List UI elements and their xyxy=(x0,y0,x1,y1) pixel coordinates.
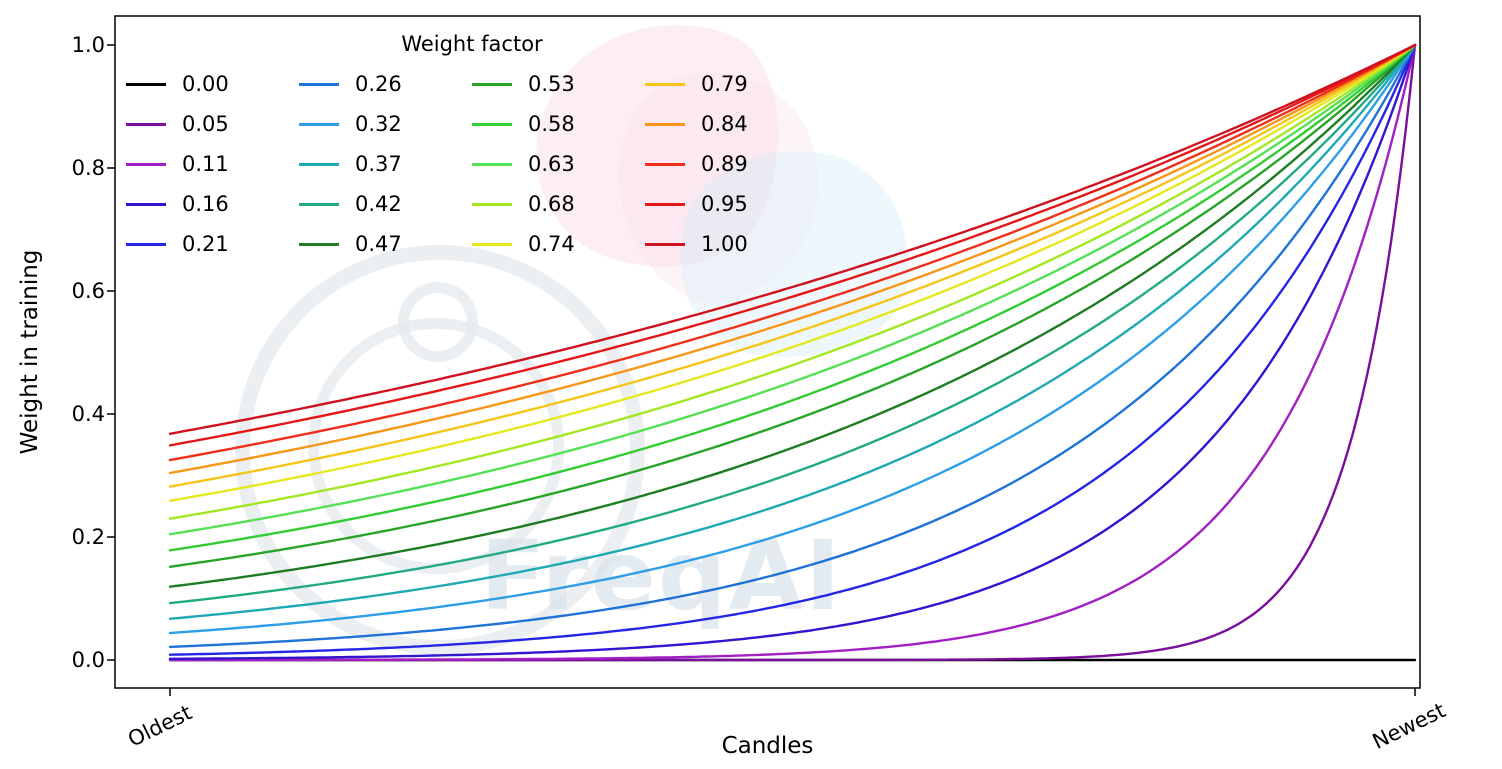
legend-label: 0.89 xyxy=(701,152,748,176)
legend-entry: 0.05 xyxy=(126,112,299,136)
legend-swatch xyxy=(645,202,685,206)
legend-label: 0.84 xyxy=(701,112,748,136)
y-tick-label: 0.2 xyxy=(71,525,105,549)
legend-swatch xyxy=(645,242,685,246)
legend-entry: 0.16 xyxy=(126,192,299,216)
curve-0.63 xyxy=(168,43,1417,536)
curve-0.74 xyxy=(168,43,1417,502)
legend-swatch xyxy=(472,162,512,166)
legend-label: 1.00 xyxy=(701,232,748,256)
legend-label: 0.58 xyxy=(528,112,575,136)
legend-entry: 0.74 xyxy=(472,232,645,256)
legend-entry: 0.58 xyxy=(472,112,645,136)
y-tick-label: 0.4 xyxy=(71,402,105,426)
legend-title: Weight factor xyxy=(401,32,543,56)
legend-entry: 0.37 xyxy=(299,152,472,176)
legend-swatch xyxy=(126,162,166,166)
legend-entry: 0.00 xyxy=(126,72,299,96)
legend-label: 0.53 xyxy=(528,72,575,96)
y-tick-label: 0.6 xyxy=(71,279,105,303)
legend-entry: 0.63 xyxy=(472,152,645,176)
legend-label: 0.21 xyxy=(182,232,229,256)
curve-0.47 xyxy=(168,43,1417,588)
legend-grid: 0.00 0.05 0.11 0.16 0.21 0.26 0.32 0.37 0.42 0.47… xyxy=(126,64,818,264)
curve-0.37 xyxy=(168,43,1417,620)
legend-entry: 0.68 xyxy=(472,192,645,216)
legend-swatch xyxy=(126,122,166,126)
legend-swatch xyxy=(645,122,685,126)
legend-label: 0.16 xyxy=(182,192,229,216)
y-tick-labels: 0.0 0.2 0.4 0.6 0.8 1.0 xyxy=(0,0,107,769)
legend-swatch xyxy=(126,242,166,246)
legend-label: 0.79 xyxy=(701,72,748,96)
legend-entry: 0.47 xyxy=(299,232,472,256)
axes-frame xyxy=(114,15,1421,689)
legend-swatch xyxy=(472,202,512,206)
legend-swatch xyxy=(472,122,512,126)
legend-entry: 0.79 xyxy=(645,72,818,96)
curve-0.11 xyxy=(168,43,1417,662)
curve-0.32 xyxy=(168,43,1417,635)
legend-entry: 0.32 xyxy=(299,112,472,136)
legend-swatch xyxy=(472,242,512,246)
legend-label: 0.05 xyxy=(182,112,229,136)
curve-0.16 xyxy=(168,43,1417,660)
legend: Weight factor 0.00 0.05 0.11 0.16 0.21 0.26 0.… xyxy=(126,32,818,264)
curve-1.00 xyxy=(168,43,1417,435)
y-tick-label: 0.0 xyxy=(71,648,105,672)
legend-label: 0.95 xyxy=(701,192,748,216)
curve-0.79 xyxy=(168,43,1417,488)
legend-swatch xyxy=(126,202,166,206)
legend-entry: 0.42 xyxy=(299,192,472,216)
curve-0.26 xyxy=(168,43,1417,649)
x-axis-label: Candles xyxy=(721,733,814,759)
legend-label: 0.68 xyxy=(528,192,575,216)
legend-entry: 0.95 xyxy=(645,192,818,216)
legend-swatch xyxy=(299,122,339,126)
legend-swatch xyxy=(299,162,339,166)
curve-0.53 xyxy=(168,43,1417,568)
legend-entry: 0.53 xyxy=(472,72,645,96)
legend-entry: 0.84 xyxy=(645,112,818,136)
curve-0.42 xyxy=(168,43,1417,605)
legend-entry: 0.89 xyxy=(645,152,818,176)
legend-label: 0.32 xyxy=(355,112,402,136)
legend-label: 0.11 xyxy=(182,152,229,176)
legend-swatch xyxy=(299,242,339,246)
curve-0.89 xyxy=(168,43,1417,462)
watermark-text: FreqAI xyxy=(480,520,843,632)
legend-swatch xyxy=(299,82,339,86)
legend-entry: 0.21 xyxy=(126,232,299,256)
legend-swatch xyxy=(126,82,166,86)
y-tick-label: 1.0 xyxy=(71,33,105,57)
legend-entry: 0.26 xyxy=(299,72,472,96)
legend-swatch xyxy=(645,162,685,166)
legend-swatch xyxy=(645,82,685,86)
curve-0.58 xyxy=(168,43,1417,552)
legend-label: 0.00 xyxy=(182,72,229,96)
legend-label: 0.74 xyxy=(528,232,575,256)
curve-0.68 xyxy=(168,43,1417,520)
legend-entry: 1.00 xyxy=(645,232,818,256)
y-axis-label: Weight in training xyxy=(17,249,43,455)
legend-label: 0.26 xyxy=(355,72,402,96)
y-tick-label: 0.8 xyxy=(71,156,105,180)
legend-entry: 0.11 xyxy=(126,152,299,176)
legend-label: 0.63 xyxy=(528,152,575,176)
legend-label: 0.47 xyxy=(355,232,402,256)
legend-label: 0.37 xyxy=(355,152,402,176)
legend-swatch xyxy=(299,202,339,206)
curve-0.95 xyxy=(168,43,1417,447)
curve-0.21 xyxy=(168,43,1417,656)
curve-0.84 xyxy=(168,43,1417,475)
legend-label: 0.42 xyxy=(355,192,402,216)
legend-swatch xyxy=(472,82,512,86)
